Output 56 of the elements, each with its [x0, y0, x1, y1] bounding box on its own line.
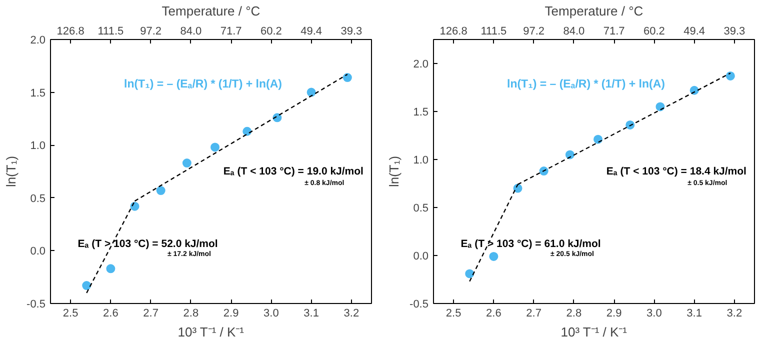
- y-tick-label: 0.0: [30, 246, 46, 258]
- x-tick-label: 2.5: [446, 308, 462, 320]
- text: 84.0: [563, 26, 585, 38]
- text: 71.7: [220, 26, 242, 38]
- x-tick-label: 2.5: [62, 308, 78, 320]
- text: 126.8: [56, 26, 84, 38]
- y-tick-label: 1.5: [30, 87, 46, 100]
- annotation: Eₐ (T < 103 °C) = 18.4 kJ/mol: [606, 166, 747, 178]
- x-tick-label: 3.2: [726, 308, 742, 320]
- text: 97.2: [140, 26, 162, 38]
- x2-axis-title: Temperature / °C: [544, 4, 644, 18]
- text: 84.0: [180, 26, 202, 38]
- x-axis-title: 10³ T⁻¹ / K⁻¹: [178, 324, 245, 340]
- x-tick-label: 2.6: [486, 308, 502, 320]
- x-tick-label: 3.1: [304, 308, 319, 320]
- text: 60.2: [260, 26, 282, 38]
- x-tick-label: 3.2: [344, 308, 360, 320]
- y-tick-label: 1.5: [413, 106, 429, 118]
- text: 49.4: [684, 26, 706, 38]
- annotation: Eₐ (T < 103 °C) = 19.0 kJ/mol: [223, 166, 364, 178]
- text: 49.4: [300, 26, 322, 38]
- text: 97.2: [523, 26, 545, 38]
- text: 111.5: [98, 26, 124, 38]
- y-axis-title: ln(T₁): [386, 156, 402, 188]
- y-tick-label: -0.5: [410, 298, 429, 310]
- text: 39.3: [724, 26, 746, 38]
- x-tick-label: 2.8: [566, 308, 582, 320]
- text: 39.3: [340, 26, 362, 38]
- y-tick-label: 0.0: [413, 250, 429, 262]
- x-tick-label: 2.8: [183, 308, 199, 320]
- y-tick-label: 1.0: [30, 140, 46, 152]
- y-tick-label: -0.5: [26, 298, 46, 310]
- y-tick-label: 0.5: [30, 192, 46, 205]
- x-tick-label: 2.7: [526, 308, 542, 320]
- x-tick-label: 2.6: [103, 308, 118, 320]
- y-tick-label: 0.5: [413, 202, 429, 214]
- text: 111.5: [480, 26, 507, 38]
- annotation: Eₐ (T > 103 °C) = 61.0 kJ/mol: [460, 238, 601, 250]
- text: 71.7: [603, 26, 625, 38]
- x-axis-title: 10³ T⁻¹ / K⁻¹: [560, 324, 628, 340]
- text: 60.2: [643, 26, 665, 38]
- annotation: ln(T₁) = – (Eₐ/R) * (1/T) + ln(A): [506, 78, 666, 90]
- y-tick-label: 2.0: [413, 58, 429, 70]
- x-tick-label: 3.1: [686, 308, 702, 320]
- annotation: Eₐ (T > 103 °C) = 52.0 kJ/mol: [78, 238, 218, 250]
- x-tick-label: 3.0: [646, 308, 662, 320]
- text: 126.8: [440, 26, 468, 38]
- y-axis-title: ln(T₁): [4, 156, 19, 188]
- y-tick-label: 1.0: [413, 154, 429, 166]
- x-tick-label: 2.9: [223, 308, 239, 320]
- y-tick-label: 2.0: [30, 34, 46, 46]
- annotation: ln(T₁) = – (Eₐ/R) * (1/T) + ln(A): [124, 78, 282, 90]
- x-tick-label: 2.9: [606, 308, 622, 320]
- x-tick-label: 2.7: [143, 308, 158, 320]
- x-tick-label: 3.0: [264, 308, 279, 320]
- x2-axis-title: Temperature / °C: [162, 4, 260, 18]
